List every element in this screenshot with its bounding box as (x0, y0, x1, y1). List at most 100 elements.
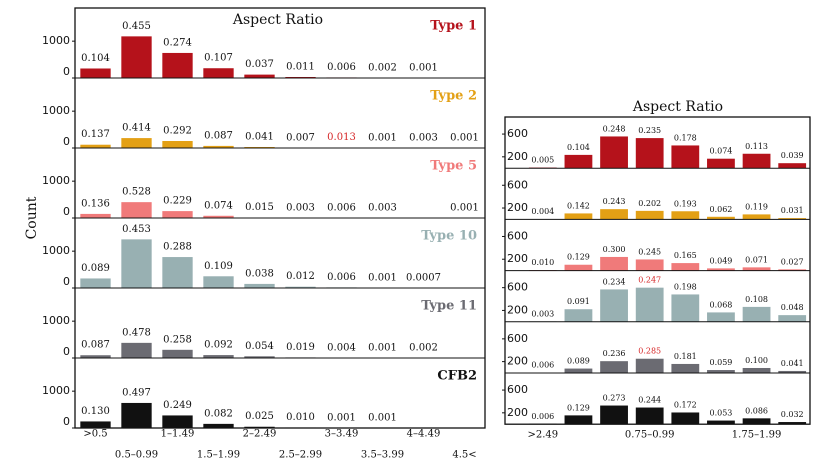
value-label: 0.003 (368, 202, 397, 213)
x-tick-label: 3.5–3.99 (361, 450, 404, 461)
bar (635, 358, 664, 373)
y-tick-label: 0 (63, 135, 70, 148)
bar (600, 405, 628, 425)
bar (742, 306, 771, 322)
bar (203, 276, 234, 288)
x-tick-label: 1–1.49 (161, 429, 195, 440)
bar (564, 213, 593, 220)
panel-name: Type 2 (430, 89, 477, 104)
y-tick-label: 200 (507, 303, 528, 316)
chart-title: Aspect Ratio (232, 12, 323, 28)
y-tick-label: 1000 (42, 104, 70, 117)
bar (162, 415, 193, 428)
bar (564, 264, 593, 271)
y-tick-label: 200 (507, 406, 528, 419)
y-tick-label: 200 (507, 150, 528, 163)
value-label: 0.027 (781, 257, 804, 266)
bar (203, 355, 234, 358)
value-label: 0.041 (245, 132, 274, 143)
value-label: 0.006 (531, 412, 554, 421)
bar (778, 269, 807, 271)
value-label: 0.006 (327, 62, 356, 73)
bar (80, 278, 111, 288)
bar (707, 312, 735, 322)
value-label: 0.109 (204, 261, 233, 272)
value-label: 0.258 (163, 334, 192, 345)
value-label: 0.001 (450, 132, 479, 143)
x-tick-label: 0.5–0.99 (115, 450, 158, 461)
bar (635, 407, 664, 425)
bar (635, 138, 664, 169)
value-label: 0.288 (163, 242, 192, 253)
bar (121, 402, 152, 428)
value-label: 0.414 (122, 123, 151, 134)
value-label: 0.089 (81, 263, 110, 274)
value-label: 0.104 (81, 53, 110, 64)
value-label: 0.0007 (406, 272, 441, 283)
value-label: 0.039 (781, 151, 804, 160)
bar (671, 294, 700, 322)
value-label: 0.068 (709, 300, 732, 309)
value-label: 0.001 (409, 62, 438, 73)
value-label: 0.104 (567, 143, 590, 152)
bar (121, 36, 152, 78)
value-label: 0.011 (286, 62, 315, 73)
bar (564, 368, 593, 373)
y-tick-label: 1000 (42, 314, 70, 327)
value-label: 0.248 (603, 124, 626, 133)
value-label: 0.041 (781, 359, 804, 368)
bar (671, 363, 700, 373)
bar (600, 209, 628, 220)
value-label: 0.244 (638, 396, 661, 405)
y-tick-label: 600 (507, 229, 528, 242)
bar (162, 257, 193, 288)
x-tick-label: 2–2.49 (243, 429, 277, 440)
value-label: 0.300 (603, 245, 626, 254)
bar (707, 216, 735, 220)
value-label: 0.142 (567, 201, 590, 210)
value-label: 0.074 (709, 147, 732, 156)
bar (203, 215, 234, 218)
bar (635, 287, 664, 322)
bar (600, 256, 628, 271)
bar (244, 356, 275, 358)
y-tick-label: 1000 (42, 244, 70, 257)
value-label: 0.198 (674, 282, 697, 291)
value-label: 0.130 (81, 406, 110, 417)
value-label: 0.074 (204, 200, 233, 211)
value-label: 0.010 (286, 412, 315, 423)
y-tick-label: 1000 (42, 34, 70, 47)
value-label: 0.497 (122, 387, 151, 398)
value-label: 0.002 (409, 342, 438, 353)
bar (778, 370, 807, 373)
bar (244, 283, 275, 288)
value-label: 0.003 (286, 202, 315, 213)
x-tick-label: 1.75–1.99 (732, 430, 782, 441)
value-label: 0.274 (163, 37, 192, 48)
bar (564, 154, 593, 169)
y-tick-label: 0 (63, 275, 70, 288)
bar (244, 74, 275, 78)
value-label: 0.019 (286, 342, 315, 353)
value-label: 0.137 (81, 129, 110, 140)
chart-title: Aspect Ratio (632, 99, 723, 115)
bar (635, 259, 664, 271)
bar (707, 370, 735, 373)
panel-name: CFB2 (437, 369, 477, 384)
value-label: 0.032 (781, 410, 804, 419)
panel-name: Type 5 (430, 159, 477, 174)
y-tick-label: 200 (507, 201, 528, 214)
value-label: 0.001 (450, 202, 479, 213)
y-tick-label: 600 (507, 127, 528, 140)
value-label: 0.001 (368, 412, 397, 423)
value-label: 0.003 (409, 132, 438, 143)
value-label: 0.193 (674, 199, 697, 208)
value-label: 0.229 (163, 196, 192, 207)
bar (564, 309, 593, 322)
value-label: 0.010 (531, 258, 554, 267)
x-tick-label: 4–4.49 (407, 429, 441, 440)
value-label: 0.002 (368, 62, 397, 73)
bar (707, 158, 735, 169)
value-label: 0.004 (531, 207, 554, 216)
